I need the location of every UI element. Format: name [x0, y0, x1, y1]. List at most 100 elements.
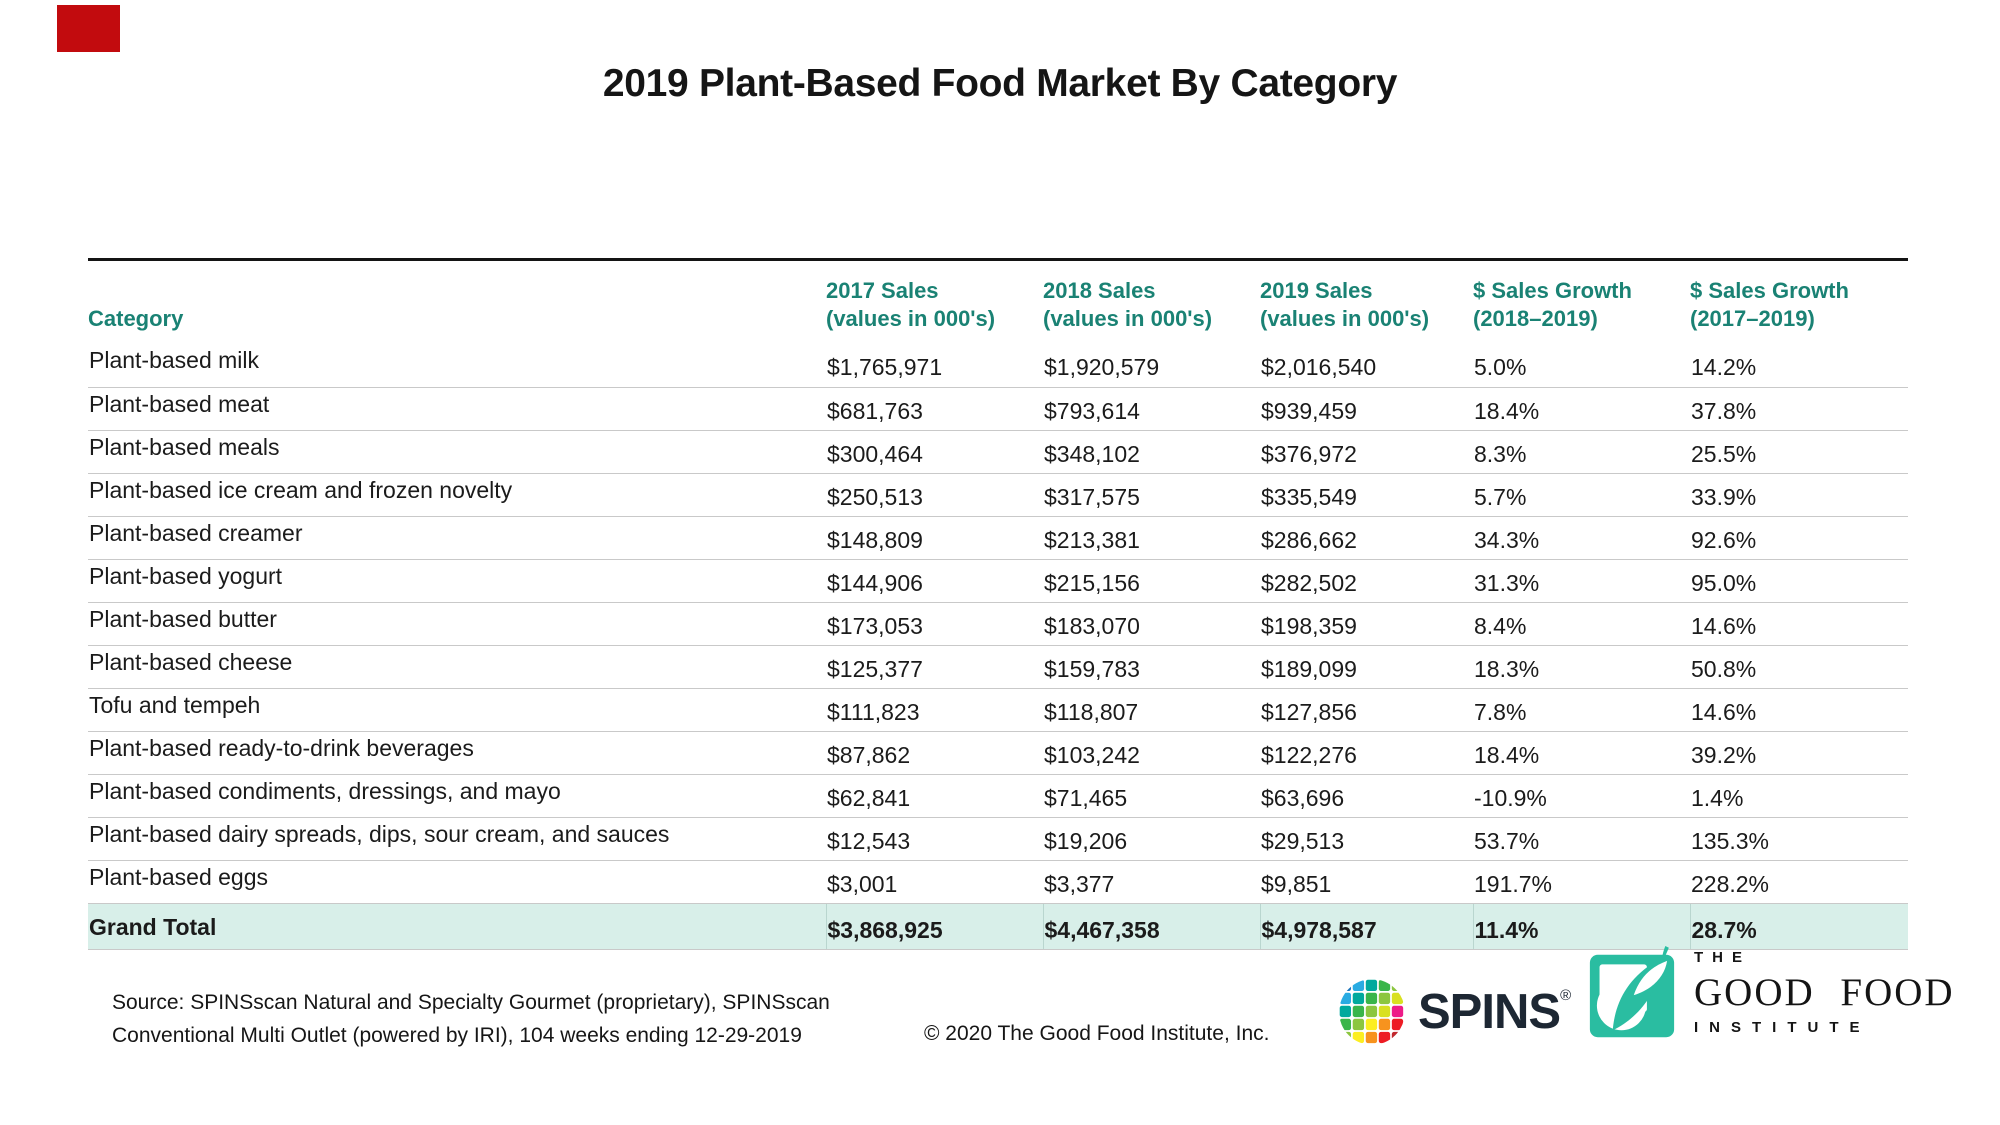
- gfi-wordmark-the: THE: [1694, 949, 1751, 966]
- cell-2017-sales: $173,053: [826, 602, 1043, 646]
- total-cell-2019-sales: $4,978,587: [1259, 903, 1473, 950]
- spins-logo: SPINS®: [1338, 978, 1571, 1046]
- table-row: Plant-based butter $173,053 $183,070 $19…: [88, 602, 1908, 646]
- cell-2017-sales: $12,543: [826, 817, 1043, 861]
- col-header-label: 2019 Sales: [1260, 278, 1373, 303]
- cell-growth-2017-2019: 14.2%: [1690, 344, 1908, 388]
- table-row: Plant-based cheese $125,377 $159,783 $18…: [88, 645, 1908, 689]
- cell-2019-sales: $198,359: [1260, 602, 1473, 646]
- spins-wordmark: SPINS®: [1418, 984, 1572, 1039]
- cell-growth-2018-2019: 18.4%: [1473, 731, 1690, 775]
- cell-category: Plant-based creamer: [88, 516, 826, 560]
- cell-2019-sales: $189,099: [1260, 645, 1473, 689]
- cell-2017-sales: $125,377: [826, 645, 1043, 689]
- cell-growth-2017-2019: 14.6%: [1690, 688, 1908, 732]
- cell-2018-sales: $213,381: [1043, 516, 1260, 560]
- cell-2017-sales: $681,763: [826, 387, 1043, 431]
- table-row: Plant-based meat $681,763 $793,614 $939,…: [88, 387, 1908, 431]
- cell-2018-sales: $317,575: [1043, 473, 1260, 517]
- source-line-1: Source: SPINSscan Natural and Specialty …: [112, 991, 830, 1014]
- cell-2019-sales: $335,549: [1260, 473, 1473, 517]
- cell-category: Plant-based ice cream and frozen novelty: [88, 473, 826, 517]
- cell-2018-sales: $793,614: [1043, 387, 1260, 431]
- total-cell-2018-sales: $4,467,358: [1042, 903, 1260, 950]
- cell-2019-sales: $29,513: [1260, 817, 1473, 861]
- cell-growth-2017-2019: 135.3%: [1690, 817, 1908, 861]
- cell-2018-sales: $71,465: [1043, 774, 1260, 818]
- cell-2018-sales: $183,070: [1043, 602, 1260, 646]
- cell-2019-sales: $939,459: [1260, 387, 1473, 431]
- cell-2019-sales: $9,851: [1260, 860, 1473, 904]
- cell-growth-2018-2019: 191.7%: [1473, 860, 1690, 904]
- table-row: Plant-based creamer $148,809 $213,381 $2…: [88, 516, 1908, 560]
- cell-growth-2017-2019: 95.0%: [1690, 559, 1908, 603]
- cell-2017-sales: $62,841: [826, 774, 1043, 818]
- cell-2019-sales: $2,016,540: [1260, 344, 1473, 388]
- spins-globe-icon: [1339, 979, 1404, 1044]
- gfi-logo: THE GOOD FOOD INSTITUTE: [1588, 946, 1955, 1039]
- cell-growth-2017-2019: 228.2%: [1690, 860, 1908, 904]
- col-header-sublabel: (values in 000's): [1043, 306, 1213, 331]
- table-row: Plant-based milk $1,765,971 $1,920,579 $…: [88, 344, 1908, 388]
- cell-2019-sales: $282,502: [1260, 559, 1473, 603]
- table-row: Plant-based yogurt $144,906 $215,156 $28…: [88, 559, 1908, 603]
- cell-category: Plant-based meals: [88, 430, 826, 474]
- col-header-growth-2017-2019: $ Sales Growth (2017–2019): [1690, 261, 1908, 344]
- cell-growth-2018-2019: 18.3%: [1473, 645, 1690, 689]
- cell-growth-2017-2019: 92.6%: [1690, 516, 1908, 560]
- cell-2017-sales: $87,862: [826, 731, 1043, 775]
- cell-2019-sales: $122,276: [1260, 731, 1473, 775]
- cell-2017-sales: $148,809: [826, 516, 1043, 560]
- cell-2018-sales: $215,156: [1043, 559, 1260, 603]
- table-row: Plant-based condiments, dressings, and m…: [88, 774, 1908, 818]
- cell-growth-2018-2019: 5.0%: [1473, 344, 1690, 388]
- col-header-sublabel: (2017–2019): [1690, 306, 1815, 331]
- cell-category: Plant-based dairy spreads, dips, sour cr…: [88, 817, 826, 861]
- cell-growth-2017-2019: 14.6%: [1690, 602, 1908, 646]
- cell-category: Tofu and tempeh: [88, 688, 826, 732]
- cell-2019-sales: $127,856: [1260, 688, 1473, 732]
- total-cell-2017-sales: $3,868,925: [825, 903, 1043, 950]
- col-header-2017-sales: 2017 Sales (values in 000's): [826, 261, 1043, 344]
- cell-2018-sales: $3,377: [1043, 860, 1260, 904]
- cell-category: Plant-based butter: [88, 602, 826, 646]
- total-cell-growth-2018-2019: 11.4%: [1472, 903, 1690, 950]
- cell-2019-sales: $376,972: [1260, 430, 1473, 474]
- cell-2017-sales: $1,765,971: [826, 344, 1043, 388]
- col-header-2019-sales: 2019 Sales (values in 000's): [1260, 261, 1473, 344]
- cell-growth-2018-2019: 5.7%: [1473, 473, 1690, 517]
- cell-growth-2018-2019: 34.3%: [1473, 516, 1690, 560]
- cell-2019-sales: $286,662: [1260, 516, 1473, 560]
- cell-growth-2018-2019: 53.7%: [1473, 817, 1690, 861]
- cell-growth-2017-2019: 37.8%: [1690, 387, 1908, 431]
- sales-table: Category 2017 Sales (values in 000's) 20…: [88, 258, 1908, 950]
- cell-2017-sales: $3,001: [826, 860, 1043, 904]
- col-header-2018-sales: 2018 Sales (values in 000's): [1043, 261, 1260, 344]
- total-cell-category: Grand Total: [88, 903, 826, 950]
- col-header-label: 2017 Sales: [826, 278, 939, 303]
- cell-2018-sales: $118,807: [1043, 688, 1260, 732]
- table-row: Plant-based ice cream and frozen novelty…: [88, 473, 1908, 517]
- source-line-2: Conventional Multi Outlet (powered by IR…: [112, 1024, 802, 1047]
- source-note: Source: SPINSscan Natural and Specialty …: [112, 986, 830, 1052]
- cell-category: Plant-based yogurt: [88, 559, 826, 603]
- table-row: Tofu and tempeh $111,823 $118,807 $127,8…: [88, 688, 1908, 732]
- table-row: Plant-based eggs $3,001 $3,377 $9,851 19…: [88, 860, 1908, 904]
- gfi-wordmark-institute: INSTITUTE: [1694, 1019, 1871, 1036]
- col-header-sublabel: (values in 000's): [1260, 306, 1430, 331]
- cell-growth-2018-2019: 18.4%: [1473, 387, 1690, 431]
- cell-growth-2018-2019: 31.3%: [1473, 559, 1690, 603]
- copyright-note: © 2020 The Good Food Institute, Inc.: [924, 1022, 1270, 1045]
- col-header-category: Category: [88, 261, 826, 344]
- cell-category: Plant-based meat: [88, 387, 826, 431]
- col-header-label: $ Sales Growth: [1690, 278, 1849, 303]
- col-header-label: Category: [88, 306, 184, 331]
- cell-category: Plant-based ready-to-drink beverages: [88, 731, 826, 775]
- col-header-growth-2018-2019: $ Sales Growth (2018–2019): [1473, 261, 1690, 344]
- cell-growth-2017-2019: 1.4%: [1690, 774, 1908, 818]
- cell-category: Plant-based eggs: [88, 860, 826, 904]
- cell-growth-2018-2019: -10.9%: [1473, 774, 1690, 818]
- header-row: Category 2017 Sales (values in 000's) 20…: [88, 261, 1908, 344]
- cell-growth-2018-2019: 8.4%: [1473, 602, 1690, 646]
